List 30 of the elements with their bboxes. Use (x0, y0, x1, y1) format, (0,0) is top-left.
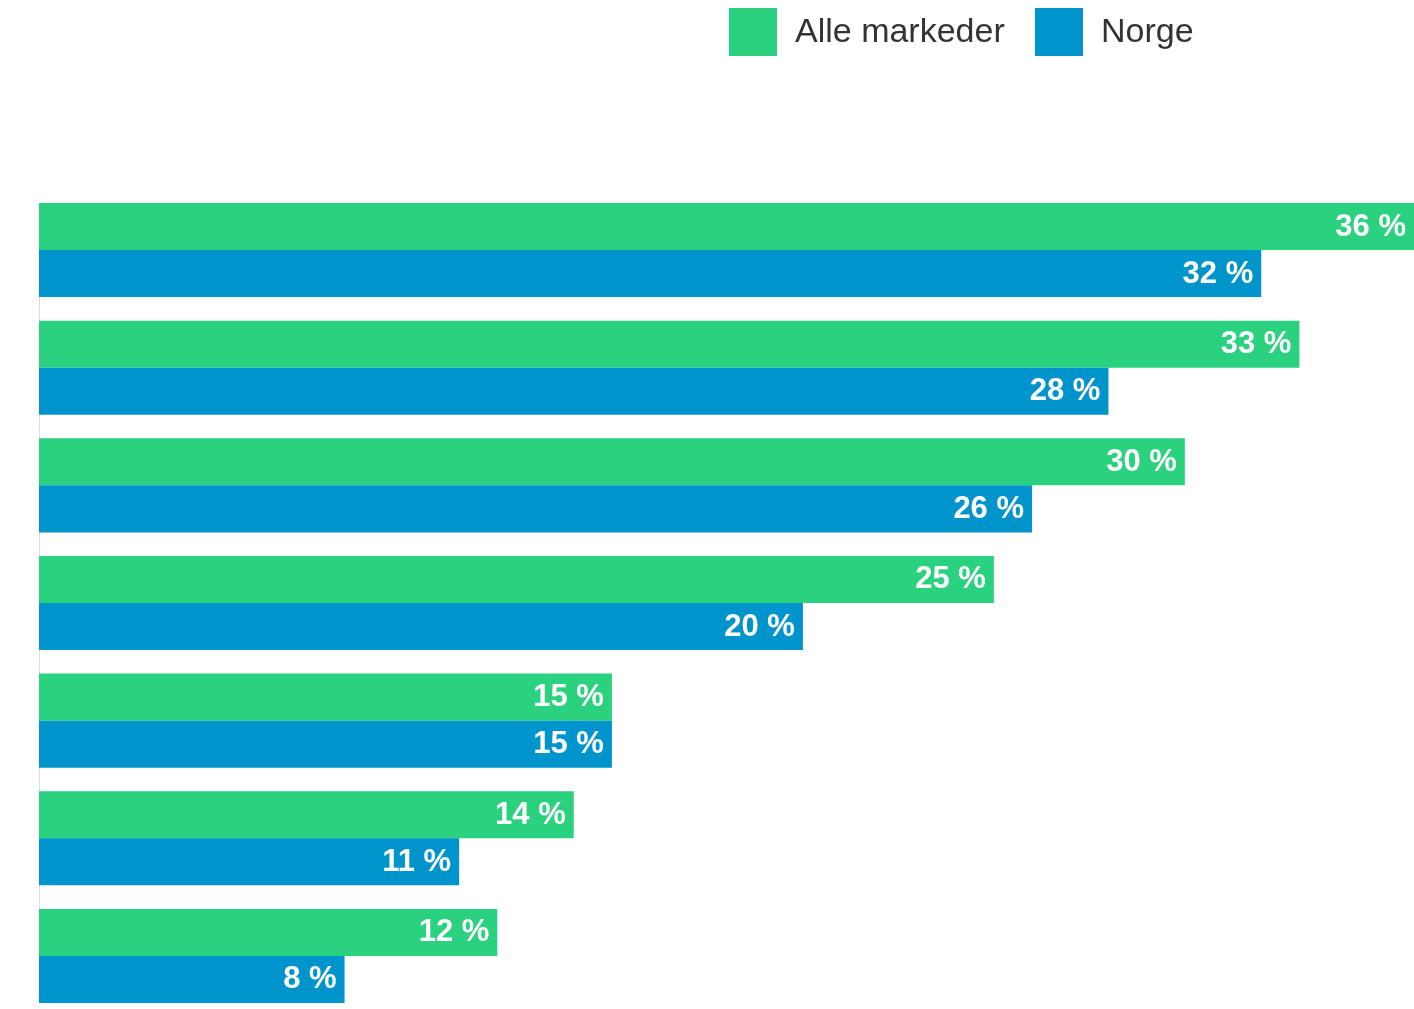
data-label: 15 % (533, 725, 604, 761)
data-label: 26 % (953, 489, 1025, 525)
bar (39, 203, 1414, 251)
data-label: 33 % (1220, 325, 1292, 361)
data-label: 15 % (533, 678, 604, 714)
data-label: 12 % (418, 913, 490, 949)
bar (39, 603, 803, 651)
bar (39, 908, 498, 956)
data-label: 11 % (382, 842, 452, 878)
data-label: 14 % (495, 795, 566, 831)
bar (39, 720, 612, 768)
data-label: 25 % (915, 560, 986, 596)
bar (39, 555, 994, 603)
bar (39, 438, 1185, 486)
data-label: 8 % (283, 960, 337, 996)
bar (39, 673, 612, 721)
legend-label: Alle markeder (795, 11, 1005, 50)
legend-label: Norge (1101, 11, 1194, 50)
data-label: 30 % (1106, 442, 1177, 478)
bar (39, 791, 574, 839)
bar (39, 367, 1109, 415)
bar (39, 485, 1033, 533)
bar (39, 838, 460, 886)
data-label: 28 % (1029, 372, 1101, 408)
bar (39, 955, 345, 1003)
data-label: 32 % (1182, 254, 1254, 290)
data-label: 20 % (724, 607, 795, 643)
bar (39, 250, 1262, 298)
data-label: 36 % (1335, 207, 1406, 243)
bar (39, 320, 1300, 368)
